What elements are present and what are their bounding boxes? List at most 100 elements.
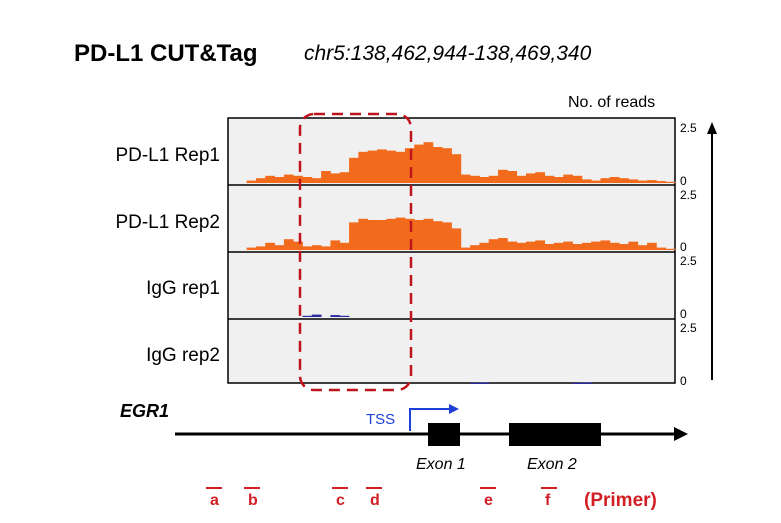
signal-bar-track1-bin6 bbox=[283, 174, 294, 183]
signal-bar-track1-bin5 bbox=[274, 177, 285, 183]
gene-direction-arrow bbox=[674, 427, 688, 441]
signal-bar-track1-bin8 bbox=[302, 177, 313, 183]
signal-bar-track1-bin37 bbox=[572, 175, 583, 183]
signal-bar-track2-bin38 bbox=[581, 242, 592, 250]
signal-bar-track2-bin36 bbox=[563, 241, 573, 250]
signal-bar-track1-bin26 bbox=[470, 175, 480, 183]
signal-bar-track2-bin32 bbox=[526, 241, 536, 250]
signal-bar-track1-bin23 bbox=[442, 148, 452, 183]
signal-bar-track1-bin16 bbox=[377, 149, 387, 183]
signal-bar-track1-bin34 bbox=[544, 175, 555, 183]
signal-bar-track2-bin47 bbox=[665, 248, 676, 250]
signal-bar-track4-bin37 bbox=[572, 382, 583, 384]
signal-bar-track1-bin7 bbox=[293, 175, 303, 183]
y-axis-arrowhead bbox=[707, 122, 717, 134]
signal-bar-track1-bin20 bbox=[414, 144, 424, 183]
track-panel-frame bbox=[227, 117, 676, 384]
signal-bar-track1-bin39 bbox=[591, 180, 601, 183]
signal-bar-track1-bin43 bbox=[628, 179, 639, 183]
signal-bar-track2-bin43 bbox=[628, 241, 639, 250]
signal-bar-track2-bin40 bbox=[600, 240, 611, 250]
signal-bar-track2-bin4 bbox=[265, 242, 275, 250]
signal-bar-track1-bin47 bbox=[665, 181, 676, 183]
signal-bar-track1-bin17 bbox=[386, 150, 397, 183]
signal-bar-track2-bin26 bbox=[470, 245, 480, 250]
signal-bar-track1-bin46 bbox=[656, 181, 667, 183]
primer-label-f: f bbox=[545, 492, 551, 509]
signal-bar-track2-bin30 bbox=[507, 241, 518, 250]
signal-bar-track2-bin14 bbox=[358, 218, 369, 250]
tss-label: TSS bbox=[366, 411, 396, 428]
signal-bar-track1-bin21 bbox=[423, 142, 434, 183]
primer-bar-e bbox=[480, 487, 496, 489]
track-label-igg-rep2: IgG rep2 bbox=[146, 345, 220, 366]
tss-arrow-line bbox=[409, 408, 449, 431]
primer-label-b: b bbox=[248, 492, 258, 509]
primer-label-e: e bbox=[484, 492, 493, 509]
signal-bar-track1-bin41 bbox=[609, 177, 620, 183]
signal-bar-track1-bin36 bbox=[563, 174, 573, 183]
exon-1-box bbox=[428, 423, 460, 446]
signal-bar-track1-bin15 bbox=[367, 150, 378, 183]
signal-bar-track1-bin31 bbox=[516, 175, 527, 183]
signal-bar-track2-bin13 bbox=[349, 222, 359, 250]
signal-bar-track2-bin18 bbox=[395, 217, 406, 250]
primer-label-c: c bbox=[336, 492, 345, 509]
signal-bar-track1-bin25 bbox=[460, 174, 471, 183]
signal-bar-track1-bin44 bbox=[637, 180, 648, 183]
y-tick-zero-track4: 0 bbox=[680, 374, 687, 388]
signal-bar-track1-bin29 bbox=[498, 169, 508, 183]
signal-bar-track3-bin12 bbox=[339, 315, 350, 317]
signal-bar-track2-bin41 bbox=[609, 242, 620, 250]
signal-bar-track1-bin13 bbox=[349, 157, 359, 183]
y-tick-zero-track3: 0 bbox=[680, 307, 687, 321]
y-tick-max-track1: 2.5 bbox=[680, 121, 697, 135]
track-label-pdl1-rep1: PD-L1 Rep1 bbox=[115, 145, 220, 166]
signal-bar-track2-bin45 bbox=[647, 242, 657, 250]
signal-bar-track4-bin27 bbox=[479, 382, 490, 384]
signal-bar-track2-bin27 bbox=[479, 242, 490, 250]
signal-bar-track1-bin27 bbox=[479, 177, 490, 183]
y-tick-zero-track2: 0 bbox=[680, 240, 687, 254]
signal-bar-track2-bin23 bbox=[442, 222, 452, 250]
primer-bar-b bbox=[244, 487, 260, 489]
signal-bar-track2-bin39 bbox=[591, 241, 601, 250]
signal-bar-track2-bin25 bbox=[460, 247, 471, 250]
signal-bar-track1-bin22 bbox=[432, 147, 443, 183]
primer-bar-a bbox=[206, 487, 222, 489]
tss-arrowhead bbox=[449, 404, 459, 414]
y-tick-max-track3: 2.5 bbox=[680, 254, 697, 268]
signal-bar-track1-bin18 bbox=[395, 151, 406, 183]
signal-bar-track1-bin4 bbox=[265, 175, 275, 183]
signal-bar-track1-bin42 bbox=[619, 178, 629, 183]
signal-bar-track3-bin11 bbox=[330, 315, 341, 317]
signal-bar-track2-bin19 bbox=[404, 218, 415, 250]
signal-bar-track2-bin31 bbox=[516, 242, 527, 250]
signal-bar-track2-bin3 bbox=[255, 246, 266, 250]
signal-bar-track2-bin33 bbox=[535, 240, 546, 250]
y-axis-title: No. of reads bbox=[568, 94, 656, 111]
signal-bar-track2-bin46 bbox=[656, 247, 667, 250]
signal-bar-track1-bin32 bbox=[526, 173, 536, 183]
signal-bar-track1-bin2 bbox=[246, 180, 257, 183]
signal-bar-track1-bin33 bbox=[535, 172, 546, 183]
primer-bar-c bbox=[332, 487, 348, 489]
signal-bar-track2-bin2 bbox=[246, 247, 257, 250]
primer-bar-d bbox=[366, 487, 382, 489]
y-tick-zero-track1: 0 bbox=[680, 174, 687, 188]
chart-title: PD-L1 CUT&Tag bbox=[74, 40, 258, 67]
signal-bar-track2-bin11 bbox=[330, 240, 341, 250]
exon-2-label: Exon 2 bbox=[527, 456, 577, 473]
gene-name: EGR1 bbox=[120, 401, 170, 421]
signal-bar-track2-bin35 bbox=[553, 242, 564, 250]
genomic-coordinates: chr5:138,462,944-138,469,340 bbox=[304, 42, 592, 65]
y-tick-max-track4: 2.5 bbox=[680, 321, 697, 335]
signal-bar-track2-bin21 bbox=[423, 218, 434, 250]
signal-bar-track2-bin8 bbox=[302, 246, 313, 250]
signal-bar-track1-bin30 bbox=[507, 171, 518, 183]
signal-bar-track1-bin10 bbox=[321, 171, 331, 183]
signal-bar-track1-bin11 bbox=[330, 173, 341, 183]
signal-bar-track2-bin22 bbox=[432, 221, 443, 250]
signal-bar-track1-bin9 bbox=[311, 178, 322, 183]
